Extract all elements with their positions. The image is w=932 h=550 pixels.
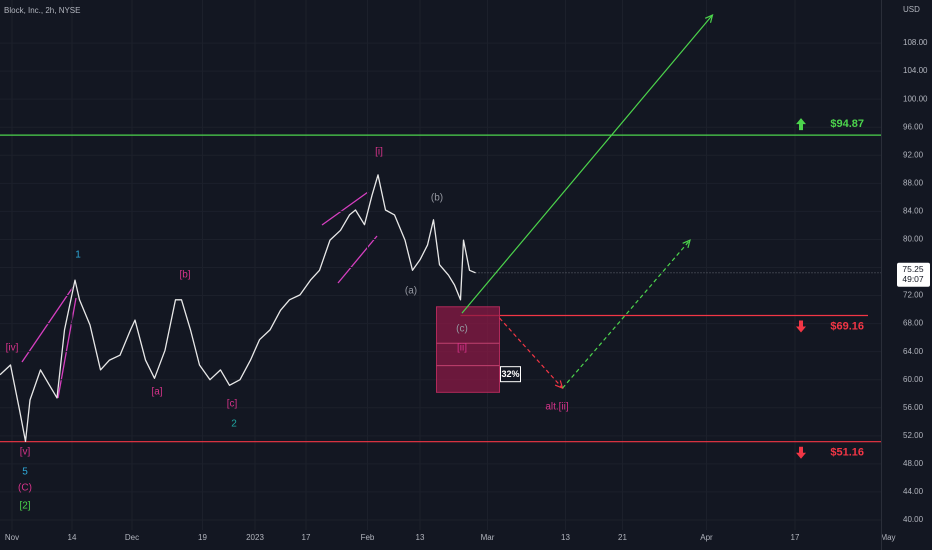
wave-label: [ii] bbox=[457, 343, 467, 354]
y-tick-label: 108.00 bbox=[903, 38, 928, 47]
level-label: $94.87 bbox=[830, 118, 864, 130]
projection-line bbox=[499, 317, 563, 389]
wave-label: (c) bbox=[456, 324, 468, 335]
chart-title: Block, Inc., 2h, NYSE bbox=[4, 6, 80, 15]
y-tick-label: 48.00 bbox=[903, 459, 924, 468]
y-tick-label: 64.00 bbox=[903, 347, 924, 356]
x-tick-label: May bbox=[880, 533, 895, 542]
wedge-line bbox=[57, 297, 77, 399]
y-tick-label: 88.00 bbox=[903, 178, 924, 187]
x-tick-label: 21 bbox=[618, 533, 627, 542]
level-arrow bbox=[796, 320, 806, 333]
y-tick-label: 96.00 bbox=[903, 122, 924, 131]
wave-label: 2 bbox=[231, 419, 237, 430]
zone-label: 32% bbox=[501, 369, 519, 379]
countdown-label: 49:07 bbox=[902, 274, 924, 284]
last-price-tag bbox=[897, 262, 930, 287]
level-label: $69.16 bbox=[830, 320, 864, 332]
x-tick-label: 14 bbox=[68, 533, 77, 542]
wedge-line bbox=[321, 191, 369, 226]
level-arrow bbox=[796, 446, 806, 459]
wave-label: [a] bbox=[151, 387, 162, 398]
zone-label-box bbox=[500, 366, 521, 383]
x-tick-label: 17 bbox=[302, 533, 311, 542]
projection-arrowhead bbox=[682, 239, 691, 249]
x-tick-label: Nov bbox=[5, 533, 19, 542]
y-tick-label: 60.00 bbox=[903, 375, 924, 384]
y-axis-label: USD bbox=[903, 5, 920, 14]
wave-label: 1 bbox=[75, 250, 81, 261]
level-arrow bbox=[796, 118, 806, 131]
wave-label: [b] bbox=[179, 270, 190, 281]
wave-label: (C) bbox=[18, 483, 32, 494]
price-line bbox=[0, 174, 476, 443]
wave-label: [v] bbox=[20, 447, 31, 458]
y-tick-label: 84.00 bbox=[903, 207, 924, 216]
y-tick-label: 40.00 bbox=[903, 515, 924, 524]
wave-label: alt.[ii] bbox=[545, 402, 569, 413]
wedge-line bbox=[21, 286, 74, 363]
wave-label: [2] bbox=[19, 501, 30, 512]
y-tick-label: 100.00 bbox=[903, 94, 928, 103]
x-tick-label: 2023 bbox=[246, 533, 264, 542]
y-tick-label: 44.00 bbox=[903, 487, 924, 496]
x-tick-label: 13 bbox=[416, 533, 425, 542]
wave-label: [iv] bbox=[6, 343, 19, 354]
y-tick-label: 80.00 bbox=[903, 235, 924, 244]
y-tick-label: 68.00 bbox=[903, 319, 924, 328]
projection-arrowhead bbox=[704, 13, 714, 23]
y-tick-label: 52.00 bbox=[903, 431, 924, 440]
x-tick-label: Dec bbox=[125, 533, 139, 542]
y-tick-label: 92.00 bbox=[903, 150, 924, 159]
projection-arrowhead bbox=[554, 380, 564, 390]
y-tick-label: 56.00 bbox=[903, 403, 924, 412]
wave-label: (b) bbox=[431, 193, 443, 204]
zone-box bbox=[436, 306, 500, 393]
x-tick-label: 19 bbox=[198, 533, 207, 542]
y-tick-label: 72.00 bbox=[903, 291, 924, 300]
wave-label: [i] bbox=[375, 147, 383, 158]
projection-line bbox=[461, 14, 713, 314]
projection-line bbox=[562, 239, 691, 389]
wedge-line bbox=[337, 235, 378, 284]
last-price-label: 75.25 bbox=[902, 264, 924, 274]
plot-area bbox=[0, 13, 881, 443]
wave-label: 5 bbox=[22, 467, 28, 478]
x-tick-label: 13 bbox=[561, 533, 570, 542]
level-label: $51.16 bbox=[830, 447, 864, 459]
wave-label: [c] bbox=[227, 399, 238, 410]
x-tick-label: Mar bbox=[481, 533, 495, 542]
x-tick-label: 17 bbox=[791, 533, 800, 542]
y-tick-label: 104.00 bbox=[903, 66, 928, 75]
x-tick-label: Apr bbox=[700, 533, 713, 542]
x-tick-label: Feb bbox=[361, 533, 375, 542]
wave-label: (a) bbox=[405, 286, 417, 297]
